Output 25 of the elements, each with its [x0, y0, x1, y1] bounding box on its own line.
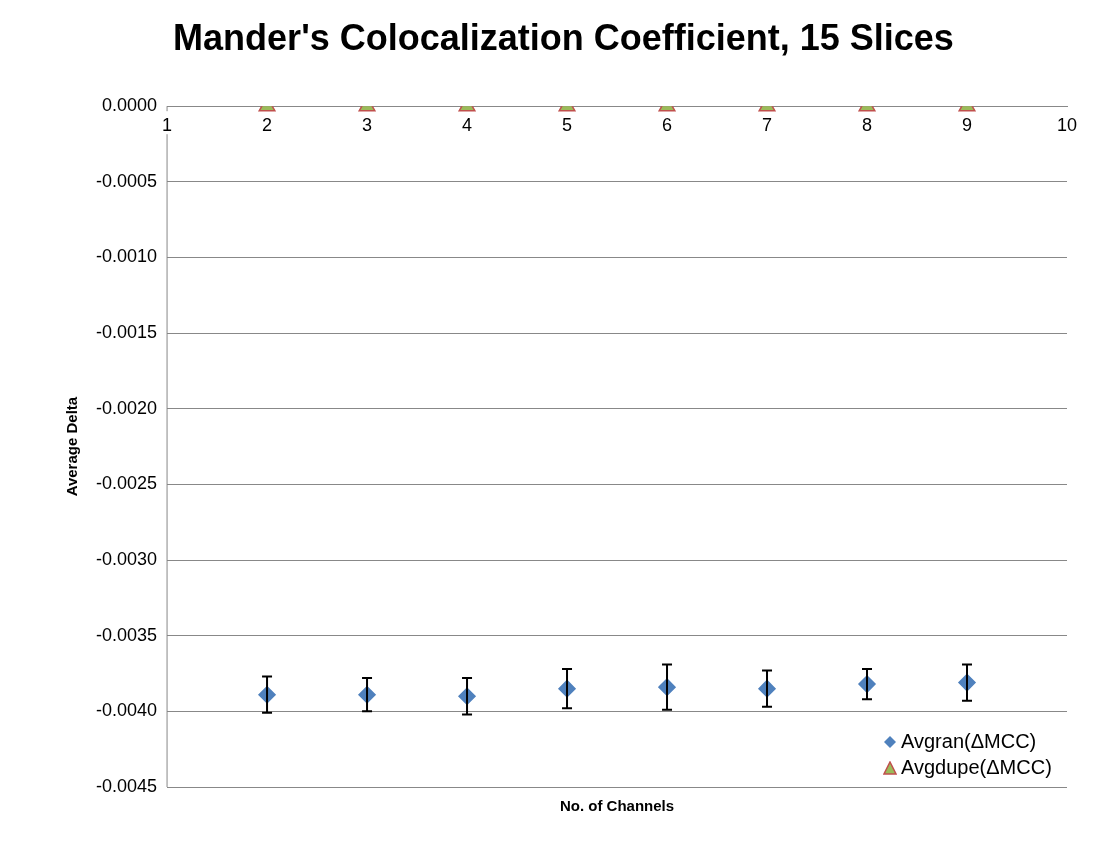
- x-tick-label: 9: [962, 114, 973, 135]
- y-tick-label: -0.0035: [95, 624, 158, 645]
- x-tick-label: 5: [562, 114, 573, 135]
- y-tick-label: -0.0040: [95, 700, 158, 721]
- legend-label: Avgran(ΔMCC): [901, 730, 1037, 753]
- x-tick-label: 1: [162, 114, 173, 135]
- y-tick-label: -0.0015: [95, 322, 158, 343]
- y-tick-label: -0.0005: [95, 170, 158, 191]
- y-tick-label: -0.0045: [95, 775, 158, 796]
- x-tick-label: 4: [462, 114, 473, 135]
- y-tick-label: -0.0025: [95, 473, 158, 494]
- x-axis-title: No. of Channels: [558, 797, 676, 814]
- y-tick-label: -0.0030: [95, 549, 158, 570]
- x-tick-label: 8: [862, 114, 873, 135]
- chart-title: Mander's Colocalization Coefficient, 15 Slices: [173, 16, 954, 58]
- x-tick-label: 2: [262, 114, 273, 135]
- x-tick-label: 6: [662, 114, 673, 135]
- legend-label: Avgdupe(ΔMCC): [901, 756, 1052, 779]
- y-tick-label: 0.0000: [101, 95, 158, 116]
- x-tick-label: 7: [762, 114, 773, 135]
- y-tick-label: -0.0010: [95, 246, 158, 267]
- y-axis-title: Average Delta: [63, 396, 81, 497]
- x-tick-label: 3: [362, 114, 373, 135]
- y-tick-label: -0.0020: [95, 397, 158, 418]
- x-tick-label: 10: [1056, 114, 1078, 135]
